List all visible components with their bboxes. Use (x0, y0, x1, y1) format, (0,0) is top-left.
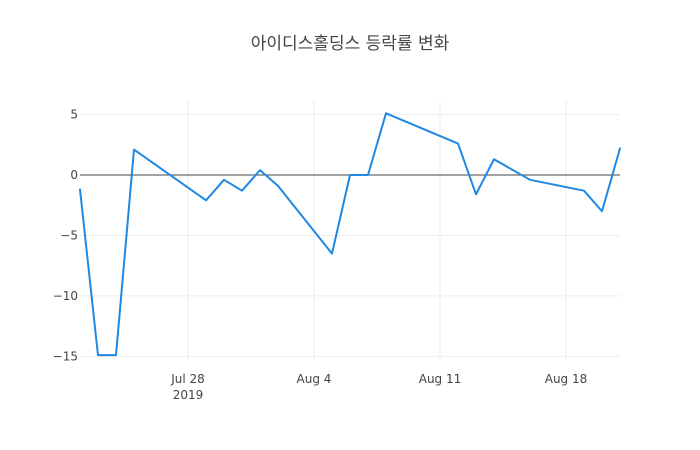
x-tick-label: Aug 4 (297, 372, 332, 386)
series-layer (79, 112, 621, 357)
axes: Jul 28 2019 Aug 4 Aug 11 Aug 18 5 0 −5 −10 −15 (53, 108, 620, 402)
x-tick-sublabel: 2019 (173, 388, 204, 402)
series-line (79, 112, 621, 357)
y-tick-label: 5 (70, 108, 78, 122)
grid (80, 100, 620, 360)
y-tick-label: −5 (60, 228, 78, 242)
x-tick-label: Jul 28 (170, 372, 205, 386)
y-tick-label: 0 (70, 168, 78, 182)
chart-title: 아이디스홀딩스 등락률 변화 (251, 34, 450, 54)
y-tick-label: −10 (53, 289, 78, 303)
x-tick-label: Aug 18 (545, 372, 588, 386)
y-tick-label: −15 (53, 349, 78, 363)
x-tick-label: Aug 11 (419, 372, 462, 386)
